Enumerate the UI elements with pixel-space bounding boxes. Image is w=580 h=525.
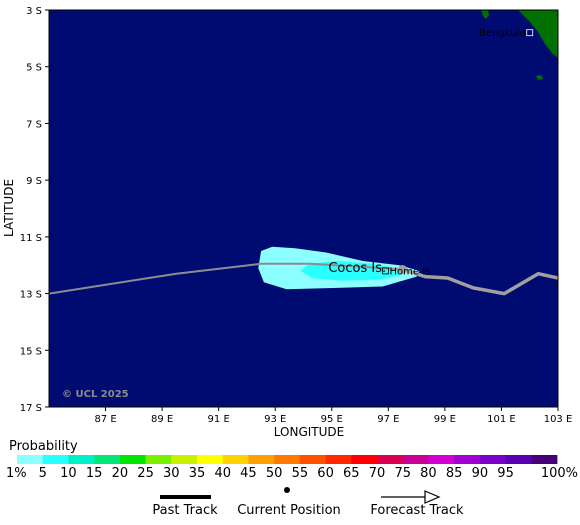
probability-scale-labels: 1% 5 10 15 20 25 30 35 40 45 50 55 60 65 70 75 80 85 90 95 1… [6,466,578,481]
current-position-key-label: Current Position [237,503,341,518]
legend-swatch-45 [248,455,275,464]
legend-swatch-95 [505,455,532,464]
land-islet-east [536,75,543,80]
lon-tick-label: 93 E [264,414,286,425]
legend-label: 70 [369,466,386,481]
legend-swatch-10 [68,455,95,464]
legend-swatch-100pct [531,455,558,464]
lon-tick-label: 89 E [151,414,173,425]
lat-tick-label: 11 S [20,233,42,244]
legend-label: 1% [6,466,27,481]
legend-swatch-40 [222,455,249,464]
legend-swatch-1pct [17,455,44,464]
legend-label: 80 [420,466,437,481]
legend-swatch-50 [274,455,301,464]
legend-swatch-55 [299,455,326,464]
past-track-key-label: Past Track [152,503,218,518]
track-key: Past Track Current Position Forecast Tra… [152,487,464,518]
current-position-marker [397,264,407,274]
lon-tick-label: 103 E [544,414,573,425]
place-marker-home-is [382,267,389,275]
forecast-track-key-arrow [424,490,441,504]
legend-swatch-75 [402,455,429,464]
legend-label: 35 [189,466,206,481]
legend-label: 50 [266,466,283,481]
place-marker-bengkulu [526,29,534,37]
ocean-background [49,10,558,407]
lon-tick-label: 97 E [377,414,399,425]
legend-swatch-5 [42,455,69,464]
legend-label: 55 [292,466,309,481]
lat-tick-label: 17 S [20,403,42,414]
current-position-key-dot [284,487,290,493]
legend-swatch-85 [454,455,481,464]
longitude-ticks: 87 E 89 E 91 E 93 E 95 E 97 E 99 E 101 E 103 E [94,407,572,425]
legend-label: 30 [163,466,180,481]
lat-tick-label: 13 S [20,290,42,301]
legend-swatch-60 [325,455,352,464]
legend-swatch-80 [428,455,455,464]
legend-label: 25 [137,466,154,481]
legend-label: 75 [394,466,411,481]
legend-label: 60 [317,466,334,481]
legend-swatch-90 [479,455,506,464]
legend-label: 65 [343,466,360,481]
legend-label: 5 [39,466,47,481]
lat-tick-label: 9 S [26,176,42,187]
longitude-axis-title: LONGITUDE [274,425,344,439]
legend-label: 10 [60,466,77,481]
legend-swatch-15 [94,455,121,464]
lon-tick-label: 91 E [208,414,230,425]
land-islet-north [481,10,489,19]
legend-swatch-35 [197,455,224,464]
legend-swatch-70 [377,455,404,464]
legend-label: 20 [112,466,129,481]
probability-regions [258,246,420,290]
lat-tick-label: 7 S [26,119,42,130]
lon-tick-label: 99 E [434,414,456,425]
lon-tick-label: 101 E [487,414,516,425]
legend-label: 90 [472,466,489,481]
plot-border [48,9,559,408]
latitude-ticks: 3 S 5 S 7 S 9 S 11 S 13 S 15 S 17 S [20,6,49,414]
place-markers: Bengkulu Cocos Is. Home Is. [328,28,534,277]
lon-tick-label: 95 E [321,414,343,425]
place-label-home-is: Home Is. [390,266,434,277]
place-label-cocos-is: Cocos Is. [328,261,386,276]
legend-swatch-65 [351,455,378,464]
place-label-bengkulu: Bengkulu [479,28,526,39]
lat-tick-label: 5 S [26,63,42,74]
latitude-axis-title: LATITUDE [2,179,16,237]
storm-track [49,262,558,296]
lat-tick-label: 15 S [20,346,42,357]
legend-label: 45 [240,466,257,481]
legend-label: 95 [497,466,514,481]
lon-tick-label: 87 E [94,414,116,425]
legend-swatch-30 [171,455,198,464]
legend-label: 15 [86,466,103,481]
probability-color-scale [17,455,558,464]
probability-legend-title: Probability [9,439,78,454]
legend-label: 40 [214,466,231,481]
forecast-track-key-label: Forecast Track [370,503,464,518]
land-sumatra [518,10,558,58]
forecast-track-line [401,267,558,296]
probability-region-5 [300,261,406,281]
lat-tick-label: 3 S [26,6,42,17]
legend-swatch-25 [145,455,172,464]
past-track-line [49,262,403,295]
legend-swatch-20 [119,455,146,464]
legend-label: 85 [446,466,463,481]
copyright-label: © UCL 2025 [62,389,129,400]
legend-label: 100% [541,466,578,481]
